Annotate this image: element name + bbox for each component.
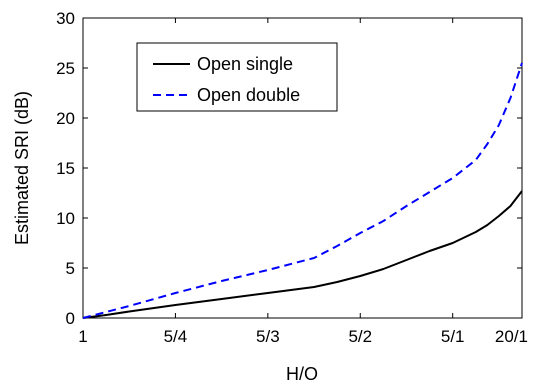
y-axis-ticks: 0 5 10 15 20 25 30 bbox=[56, 9, 522, 328]
y-tick-label: 15 bbox=[56, 159, 75, 178]
x-tick-label: 5/2 bbox=[348, 327, 372, 346]
y-axis-title: Estimated SRI (dB) bbox=[12, 91, 32, 245]
legend-label-open-double: Open double bbox=[197, 85, 300, 105]
x-axis-title: H/O bbox=[286, 364, 318, 384]
series-line-open-double bbox=[82, 62, 523, 319]
x-tick-label: 20/1 bbox=[495, 327, 528, 346]
y-tick-label: 0 bbox=[66, 309, 75, 328]
y-tick-label: 30 bbox=[56, 9, 75, 28]
y-tick-label: 25 bbox=[56, 59, 75, 78]
legend: Open single Open double bbox=[136, 42, 338, 112]
x-tick-label: 1 bbox=[78, 327, 87, 346]
x-tick-label: 5/1 bbox=[441, 327, 465, 346]
legend-box bbox=[136, 42, 338, 112]
x-tick-label: 5/4 bbox=[164, 327, 188, 346]
series-line-open-single bbox=[82, 190, 523, 319]
y-tick-label: 10 bbox=[56, 209, 75, 228]
x-axis-ticks: 1 5/4 5/3 5/2 5/1 20/1 bbox=[78, 18, 528, 346]
x-tick-label: 5/3 bbox=[256, 327, 280, 346]
y-tick-label: 5 bbox=[66, 259, 75, 278]
legend-label-open-single: Open single bbox=[197, 54, 293, 74]
series-layer bbox=[82, 62, 523, 319]
y-tick-label: 20 bbox=[56, 109, 75, 128]
